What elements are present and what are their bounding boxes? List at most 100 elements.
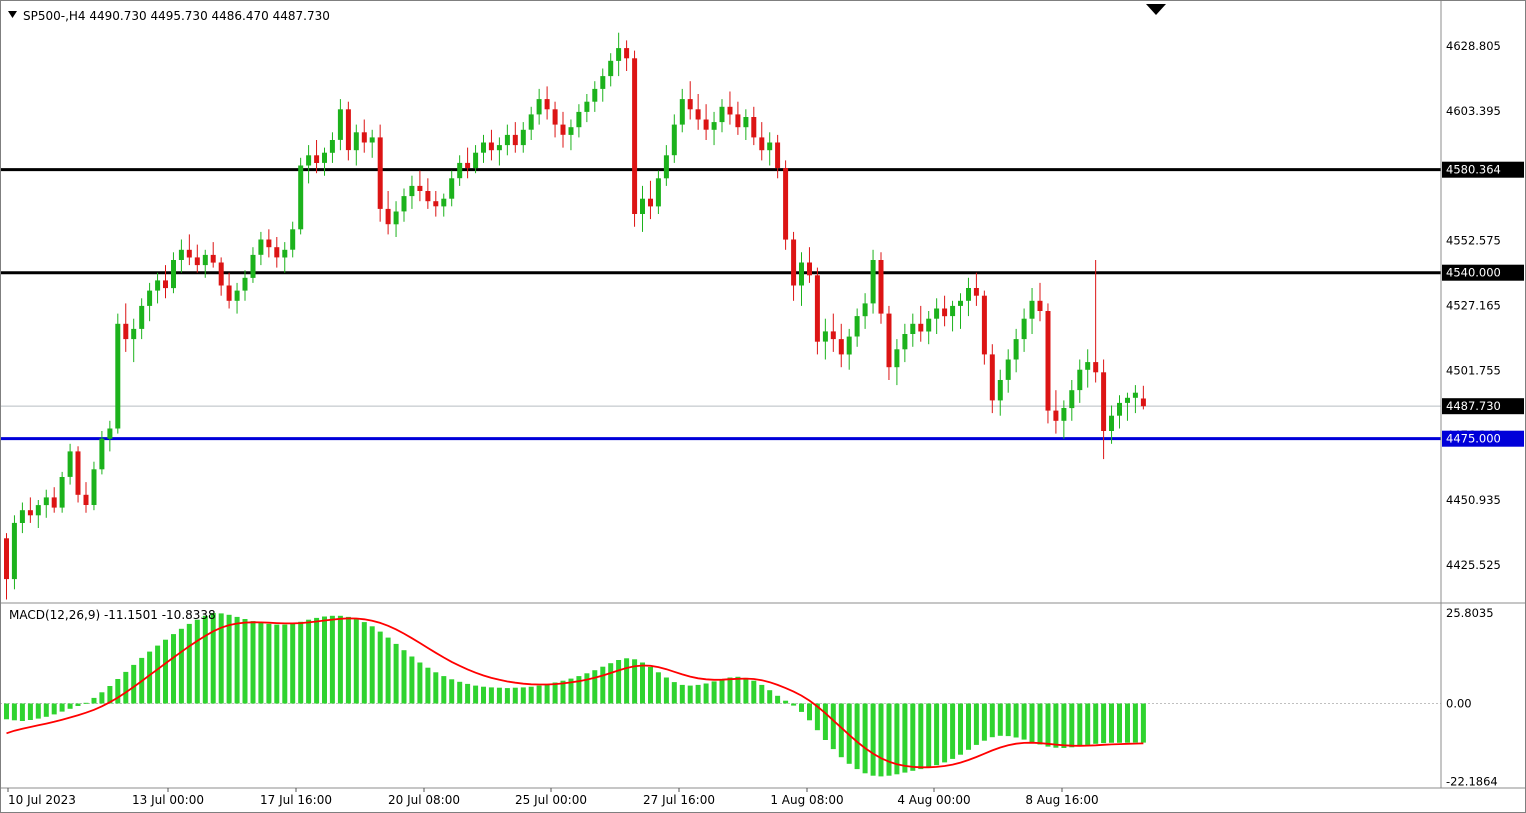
macd-histogram-bar xyxy=(59,703,65,712)
macd-histogram-bar xyxy=(727,677,733,704)
candle-body xyxy=(600,76,606,89)
candle-body xyxy=(1045,311,1051,411)
candle-body xyxy=(1077,369,1083,391)
candle-body xyxy=(1117,402,1122,416)
price-tick-label: 4603.395 xyxy=(1446,104,1501,118)
candle-body xyxy=(528,114,534,130)
macd-histogram-bar xyxy=(1061,703,1067,748)
macd-histogram-bar xyxy=(711,681,717,704)
candle-body xyxy=(648,198,653,207)
candle-body xyxy=(290,229,296,250)
macd-histogram-bar xyxy=(361,622,367,704)
candle-body xyxy=(1037,300,1043,311)
candle-body xyxy=(322,152,327,163)
macd-histogram-bar xyxy=(1125,703,1130,743)
macd-histogram-bar xyxy=(353,619,359,704)
candle-body xyxy=(178,249,184,260)
candle-body xyxy=(894,349,900,368)
candle-body xyxy=(147,290,153,306)
candle-body xyxy=(592,88,598,102)
macd-histogram-bar xyxy=(226,614,232,704)
candle-body xyxy=(306,155,312,166)
macd-histogram-bar xyxy=(178,628,184,704)
macd-tick-label: 25.8035 xyxy=(1446,606,1494,620)
candle-body xyxy=(703,119,709,130)
macd-histogram-bar xyxy=(568,678,574,704)
time-tick-label: 10 Jul 2023 xyxy=(8,793,76,807)
candle-body xyxy=(1125,397,1130,403)
candle-body xyxy=(274,247,280,258)
candle-body xyxy=(910,323,916,334)
price-tick-label: 4628.805 xyxy=(1446,39,1501,53)
macd-tick-label: 0.00 xyxy=(1446,697,1472,711)
candle-body xyxy=(481,142,486,153)
macd-histogram-bar xyxy=(290,623,296,704)
candle-body xyxy=(950,305,956,317)
candle-body xyxy=(11,522,17,580)
macd-histogram-bar xyxy=(520,687,526,704)
macd-histogram-bar xyxy=(202,615,208,704)
candle-body xyxy=(775,142,781,168)
macd-histogram-bar xyxy=(687,685,693,704)
candle-body xyxy=(862,303,868,317)
candle-body xyxy=(107,428,113,439)
macd-histogram-bar xyxy=(1109,703,1114,743)
macd-histogram-bar xyxy=(632,659,638,704)
candle-body xyxy=(512,134,518,146)
candle-body xyxy=(298,165,304,230)
candle-body xyxy=(457,162,463,179)
candle-body xyxy=(353,132,359,151)
candle-body xyxy=(719,106,725,123)
macd-histogram-bar xyxy=(147,651,153,704)
macd-histogram-bar xyxy=(735,676,741,704)
macd-histogram-bar xyxy=(958,703,963,755)
macd-histogram-bar xyxy=(703,683,709,704)
time-tick-label: 8 Aug 16:00 xyxy=(1025,793,1098,807)
price-level-badge xyxy=(1442,264,1524,281)
candle-body xyxy=(997,380,1003,401)
macd-histogram-bar xyxy=(393,643,399,704)
candle-body xyxy=(966,288,971,301)
candle-body xyxy=(886,313,892,368)
candle-body xyxy=(202,254,208,266)
price-tick-label: 4501.755 xyxy=(1446,363,1501,377)
macd-histogram-bar xyxy=(123,671,129,704)
macd-histogram-bar xyxy=(401,650,407,704)
chart-shift-icon[interactable] xyxy=(1146,4,1166,15)
macd-histogram-bar xyxy=(767,690,773,704)
macd-layer xyxy=(0,613,1441,777)
candle-body xyxy=(552,109,558,125)
candle-body xyxy=(663,155,669,179)
macd-histogram-bar xyxy=(910,703,916,771)
macd-histogram-bar xyxy=(234,616,240,704)
macd-histogram-bar xyxy=(536,685,542,704)
candle-body xyxy=(671,124,677,156)
candle-body xyxy=(799,262,804,286)
candle-body xyxy=(695,109,701,120)
time-tick-label: 17 Jul 16:00 xyxy=(260,793,332,807)
candle-body xyxy=(186,249,192,258)
candle-body xyxy=(345,109,351,151)
macd-histogram-bar xyxy=(624,658,630,704)
candle-body xyxy=(783,168,789,240)
candle-body xyxy=(743,117,749,128)
time-axis-panel[interactable] xyxy=(0,789,1526,813)
macd-histogram-bar xyxy=(163,639,168,704)
candle-body xyxy=(19,510,25,523)
macd-histogram-bar xyxy=(934,703,940,766)
price-level-badge xyxy=(1442,398,1524,415)
candle-body xyxy=(242,277,248,291)
macd-histogram-bar xyxy=(608,663,614,704)
macd-histogram-bar xyxy=(926,703,932,768)
candle-body xyxy=(536,99,542,115)
macd-histogram-bar xyxy=(981,703,987,741)
macd-histogram-bar xyxy=(67,703,73,709)
candle-body xyxy=(791,239,797,286)
candle-body xyxy=(632,58,638,214)
macd-histogram-bar xyxy=(807,703,812,721)
symbol-dropdown-icon[interactable] xyxy=(8,11,17,18)
macd-histogram-bar xyxy=(950,703,956,759)
macd-histogram-bar xyxy=(791,703,797,706)
candle-body xyxy=(989,354,995,401)
